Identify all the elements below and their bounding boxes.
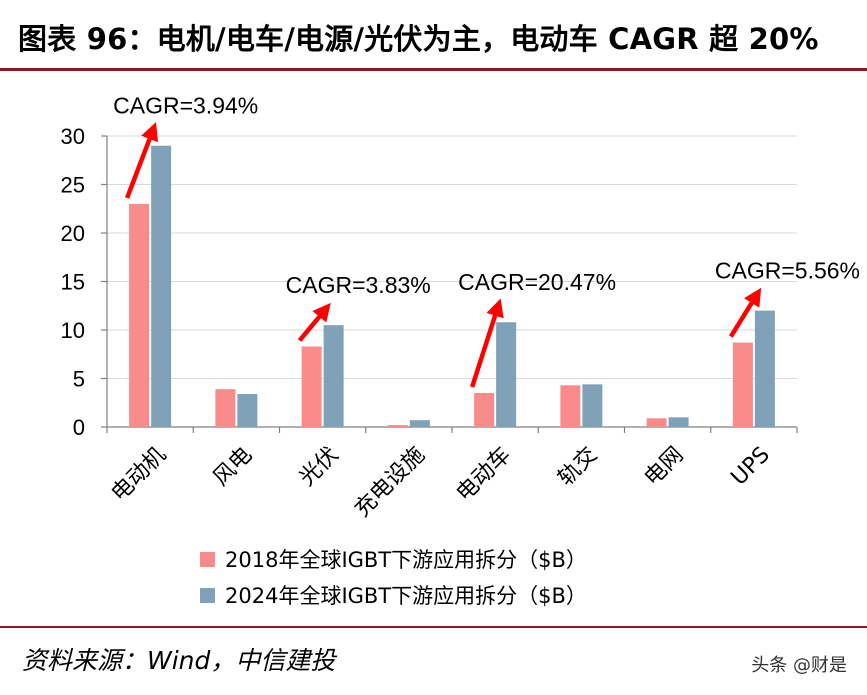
x-category-label: UPS: [727, 442, 775, 490]
cagr-label: CAGR=3.94%: [113, 93, 258, 119]
watermark: 头条 @财是: [751, 655, 847, 676]
x-category-label: 电动车: [452, 442, 516, 506]
cagr-label: CAGR=3.83%: [286, 272, 431, 298]
y-tick-label: 5: [73, 367, 85, 392]
bar-2018: [560, 385, 581, 427]
bar-2018: [215, 389, 236, 427]
y-tick-label: 30: [61, 124, 85, 149]
legend-item-2024: 2024年全球IGBT下游应用拆分（$B）: [200, 577, 587, 613]
title-rule: [0, 68, 867, 71]
bar-2018: [646, 418, 667, 427]
footer-rule: [0, 626, 867, 628]
legend-item-2018: 2018年全球IGBT下游应用拆分（$B）: [200, 541, 587, 577]
y-tick-labels: 0 5 10 15 20 25 30: [61, 124, 85, 440]
bar-2024: [668, 417, 689, 427]
axes: [101, 135, 798, 433]
x-category-label: 电网: [640, 442, 689, 491]
y-tick-label: 25: [61, 173, 85, 198]
x-category-label: 光伏: [295, 442, 344, 491]
x-category-labels: 电动机 风电 光伏 充电设施 电动车 轨交 电网 UPS: [107, 442, 775, 522]
source-note: 资料来源：Wind，中信建投: [22, 646, 336, 675]
y-tick-label: 20: [61, 221, 85, 246]
legend-swatch-2024: [200, 587, 215, 603]
bar-2018: [474, 393, 495, 427]
y-tick-label: 10: [61, 318, 85, 343]
legend-swatch-2018: [200, 551, 215, 567]
cagr-arrow: [728, 287, 762, 338]
gridlines: [107, 135, 797, 379]
bar-2018: [387, 425, 408, 427]
cagr-arrow: [469, 298, 504, 388]
chart-title: 图表 96：电机/电车/电源/光伏为主，电动车 CAGR 超 20%: [18, 22, 819, 56]
y-tick-label: 0: [73, 415, 85, 440]
legend-label-2018: 2018年全球IGBT下游应用拆分（$B）: [225, 548, 587, 572]
legend: 2018年全球IGBT下游应用拆分（$B） 2024年全球IGBT下游应用拆分（…: [200, 541, 587, 613]
legend-label-2024: 2024年全球IGBT下游应用拆分（$B）: [225, 584, 587, 608]
x-category-label: 电动机: [107, 442, 171, 506]
x-category-label: 轨交: [554, 442, 603, 491]
bar-2018: [129, 203, 150, 427]
bar-2024: [754, 310, 775, 427]
y-tick-label: 15: [61, 270, 85, 295]
bars: [129, 145, 775, 427]
cagr-annotations: CAGR=3.94% CAGR=3.83% CAGR=20.47% CAGR=5.56…: [113, 93, 860, 388]
bar-2018: [732, 342, 753, 427]
cagr-arrow: [125, 122, 159, 199]
cagr-label: CAGR=20.47%: [458, 269, 616, 295]
bar-2024: [151, 145, 172, 427]
bar-2024: [496, 322, 517, 427]
x-category-label: 风电: [209, 442, 258, 491]
bar-2024: [237, 394, 258, 427]
bar-2024: [582, 384, 603, 427]
bar-2024: [409, 420, 430, 427]
bar-2018: [301, 346, 322, 427]
bar-chart: 0 5 10 15 20 25 30 电动机 风电 光伏 充电设施 电动车 轨交 电网 UPS CAGR=…: [61, 93, 860, 523]
bar-2024: [323, 325, 344, 427]
x-category-label: 充电设施: [350, 442, 430, 522]
cagr-arrow: [297, 302, 331, 342]
cagr-label: CAGR=5.56%: [715, 258, 860, 284]
